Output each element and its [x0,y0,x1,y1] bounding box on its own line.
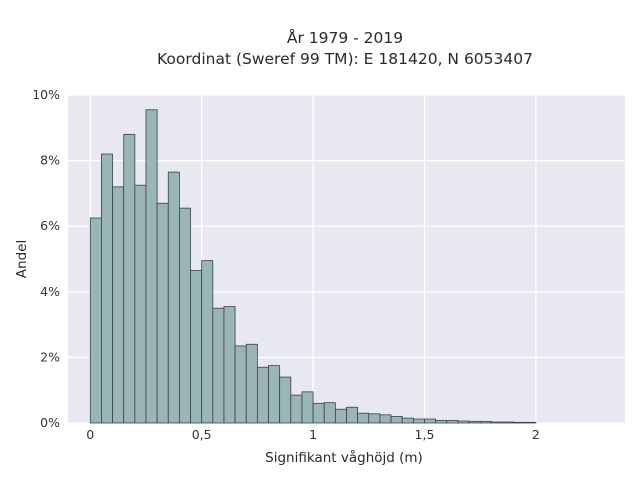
histogram-bar [379,414,392,424]
histogram-bar [123,133,136,424]
histogram-bar [268,365,281,424]
x-tick-labels: 0 0,5 1 1,5 2 [86,427,540,442]
histogram-bar [368,413,381,424]
histogram-bar [89,217,102,424]
histogram-bar [256,366,269,424]
histogram-bar [479,420,492,424]
histogram-bar [401,417,414,424]
y-tick-label: 2% [40,349,60,364]
histogram-bar [502,421,514,424]
x-axis-title: Signifikant våghöjd (m) [265,449,423,466]
x-tick-label: 0,5 [192,427,212,442]
histogram-bar [279,376,292,424]
histogram-bar [424,418,437,424]
histogram-bar [446,419,459,424]
histogram-bar [178,207,191,424]
histogram-bar [412,418,425,424]
histogram-bar [290,394,303,424]
histogram-bar [156,202,169,424]
histogram-bar [334,408,347,424]
x-tick-label: 1,5 [415,427,435,442]
chart-title-line1: År 1979 - 2019 [286,29,404,47]
histogram-bar [524,421,537,424]
histogram-bar [490,421,503,424]
histogram-bar [312,402,325,424]
y-tick-label: 4% [40,284,60,299]
y-tick-labels: 0% 2% 4% 6% 8% 10% [32,87,60,430]
histogram-bar [468,420,481,424]
chart-title-line2: Koordinat (Sweref 99 TM): E 181420, N 60… [157,50,533,68]
histogram-bar [201,260,214,424]
y-tick-label: 10% [32,87,60,102]
y-tick-label: 6% [40,218,60,233]
histogram-bar [134,184,147,424]
histogram-bar [245,343,258,424]
histogram-bar [234,345,247,424]
histogram-bar [323,402,336,424]
histogram-bar [223,306,236,424]
histogram-bar [346,406,359,424]
y-tick-label: 8% [40,153,60,168]
histogram-bar [212,307,225,424]
bars-layer [89,109,537,424]
histogram-bar [190,270,203,424]
x-tick-label: 0 [86,427,94,442]
histogram-bar [435,419,448,424]
histogram-bar [101,153,113,424]
histogram-bar [167,171,180,424]
chart-title: År 1979 - 2019 Koordinat (Sweref 99 TM):… [0,28,640,70]
histogram-bar [513,421,526,424]
x-tick-label: 2 [532,427,540,442]
histogram-bar [145,109,158,424]
x-tick-label: 1 [309,427,317,442]
y-axis-title: Andel [14,240,30,278]
histogram-bar [357,412,370,424]
y-tick-label: 0% [40,415,60,430]
histogram-bar [301,391,314,424]
histogram-bar [390,416,403,424]
histogram-bar [457,420,470,424]
histogram-bar [112,186,125,424]
